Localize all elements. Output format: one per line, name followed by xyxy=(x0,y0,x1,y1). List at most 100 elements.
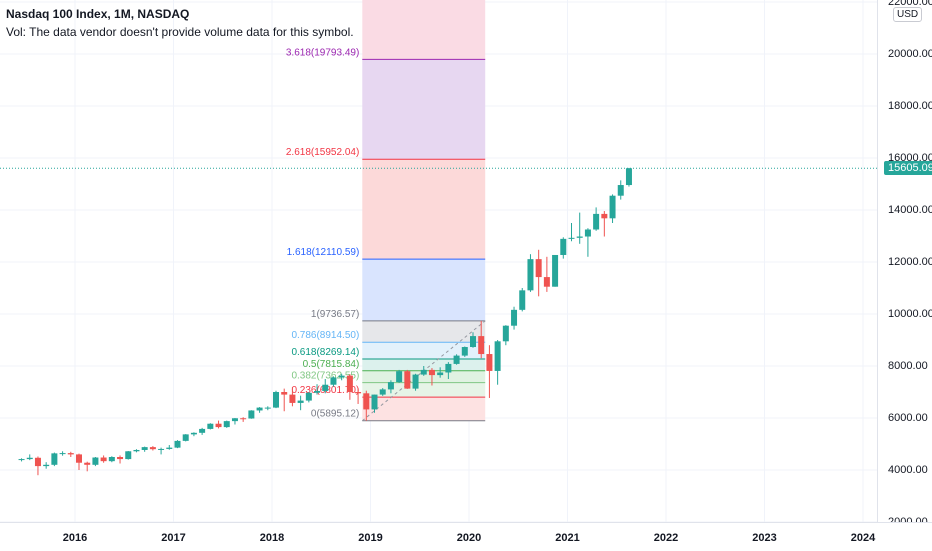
fib-level-label: 3.618(19793.49) xyxy=(286,47,359,58)
candle-body xyxy=(199,428,206,433)
candle-body xyxy=(552,254,559,287)
fib-zone xyxy=(362,397,486,421)
candle-body xyxy=(519,290,526,310)
symbol-title[interactable]: Nasdaq 100 Index, 1M, NASDAQ xyxy=(6,7,190,21)
candle xyxy=(322,379,329,394)
candle xyxy=(355,388,362,404)
candle-body xyxy=(346,375,353,392)
candlestick-series xyxy=(18,167,632,476)
candle-body xyxy=(593,213,600,230)
candle xyxy=(527,254,534,292)
candle-body xyxy=(231,418,238,422)
candle xyxy=(18,458,25,462)
candle xyxy=(404,369,411,389)
candle-body xyxy=(527,259,534,291)
candle xyxy=(59,451,66,456)
currency-badge[interactable]: USD xyxy=(893,7,923,22)
time-tick-label: 2016 xyxy=(62,532,88,544)
candle xyxy=(207,423,214,430)
fib-zone xyxy=(362,0,486,60)
candle xyxy=(76,453,82,470)
last-price-badge: 15605.09 xyxy=(884,161,932,175)
candle-body xyxy=(543,277,550,287)
candle-body xyxy=(494,341,501,371)
candle xyxy=(100,455,107,463)
candle-body xyxy=(371,394,378,410)
candle-body xyxy=(43,464,50,467)
candle-body xyxy=(601,213,608,219)
price-chart-plot[interactable]: 0(5895.12)0.236(6801.70)0.382(7362.55)0.… xyxy=(0,0,877,522)
candle-body xyxy=(256,407,263,411)
price-tick-label: 18000.00 xyxy=(888,100,932,112)
candle-body xyxy=(437,372,444,376)
time-axis[interactable]: 2016 2017 2018 2019 2020 2021 2022 2023 2024 xyxy=(0,522,932,551)
time-tick-label: 2024 xyxy=(850,532,876,544)
candle-body xyxy=(149,447,156,450)
candle-body xyxy=(281,392,288,395)
candle xyxy=(584,228,591,257)
candle-body xyxy=(560,238,567,255)
candle-body xyxy=(404,371,411,389)
candle xyxy=(502,325,509,346)
candle-body xyxy=(67,453,74,455)
candle xyxy=(387,380,394,394)
price-axis[interactable]: 2000.004000.006000.008000.0010000.001200… xyxy=(877,0,932,528)
candle-body xyxy=(379,389,386,395)
candle xyxy=(338,373,345,381)
candle-body xyxy=(535,259,542,278)
candle xyxy=(240,417,247,422)
candle-body xyxy=(240,418,247,420)
candle-body xyxy=(141,447,148,450)
candle xyxy=(478,320,485,359)
candle xyxy=(420,366,427,376)
candle xyxy=(511,306,518,330)
time-tick-label: 2019 xyxy=(358,532,383,544)
candle-body xyxy=(190,432,197,435)
candle-body xyxy=(396,371,403,383)
candle xyxy=(174,440,181,449)
candle-body xyxy=(289,394,296,403)
candle xyxy=(182,434,189,442)
candle xyxy=(149,446,156,451)
fib-zone xyxy=(362,159,486,260)
candle xyxy=(412,373,419,391)
candle xyxy=(34,456,41,476)
candle-body xyxy=(273,392,279,408)
fib-zone xyxy=(362,359,486,371)
candle xyxy=(437,367,444,378)
candle-body xyxy=(568,237,575,239)
candle-body xyxy=(84,462,91,465)
candle xyxy=(609,194,616,223)
candle-body xyxy=(158,448,165,450)
candle-body xyxy=(363,393,370,410)
candle-body xyxy=(617,185,624,196)
candle xyxy=(535,249,542,297)
fib-zone xyxy=(362,370,486,383)
candle-body xyxy=(355,392,362,394)
candle-body xyxy=(576,236,583,238)
fib-level-label: 0.618(8269.14) xyxy=(291,347,359,358)
fib-level-label: 0(5895.12) xyxy=(311,409,359,420)
candle-body xyxy=(609,195,616,219)
price-tick-label: 10000.00 xyxy=(888,308,932,320)
candle xyxy=(371,394,378,413)
candle xyxy=(231,418,238,425)
candle xyxy=(273,390,279,409)
price-tick-label: 12000.00 xyxy=(888,256,932,268)
candle-body xyxy=(125,451,132,460)
candle-body xyxy=(314,390,321,393)
fib-zone xyxy=(362,259,486,321)
price-tick-label: 20000.00 xyxy=(888,48,932,60)
price-tick-label: 6000.00 xyxy=(888,412,928,424)
candle xyxy=(256,407,263,413)
candle-body xyxy=(174,440,181,448)
fib-level-label: 1(9736.57) xyxy=(311,309,359,320)
candle-body xyxy=(338,375,345,378)
candle xyxy=(470,332,476,348)
candle-body xyxy=(166,447,173,449)
candle xyxy=(568,223,575,242)
time-tick-label: 2021 xyxy=(555,532,580,544)
candle xyxy=(617,180,624,200)
candle xyxy=(84,461,91,472)
candle xyxy=(486,345,493,398)
